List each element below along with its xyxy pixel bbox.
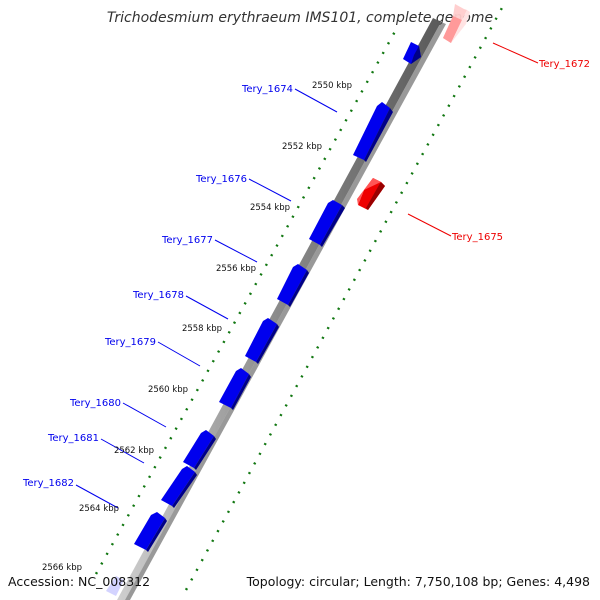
gene-tery-1676[interactable] <box>309 200 345 247</box>
leader-tery-1678 <box>185 295 229 320</box>
gene-tery-1675[interactable] <box>357 178 385 210</box>
leader-tery-1676 <box>248 178 292 202</box>
tick-label: 2554 kbp <box>250 203 290 213</box>
gene-tery-1677[interactable] <box>277 264 309 307</box>
gene-tery-1678[interactable] <box>245 318 279 364</box>
leader-tery-1681 <box>100 438 145 464</box>
leader-tery-1677 <box>214 239 258 263</box>
tick-label: 2552 kbp <box>282 142 322 152</box>
leader-tery-1682 <box>75 484 119 509</box>
tick-label: 2550 kbp <box>312 81 352 91</box>
leader-tery-1674 <box>294 88 338 113</box>
tick-label: 2558 kbp <box>182 324 222 334</box>
forward-genes <box>106 42 421 596</box>
tick-label: 2562 kbp <box>114 446 154 456</box>
gene-tery-1682[interactable] <box>134 512 167 552</box>
gene-tery-1680[interactable] <box>183 430 216 470</box>
gene-label-tery-1680[interactable]: Tery_1680 <box>69 398 121 409</box>
gene-labels: Tery_1672 Tery_1674 Tery_1675 Tery_1676 … <box>22 59 590 489</box>
gene-label-tery-1674[interactable]: Tery_1674 <box>241 84 293 95</box>
map-title: Trichodesmium erythraeum IMS101, complet… <box>107 10 493 26</box>
gene-tery-1673[interactable] <box>403 42 421 64</box>
topology-text: Topology: circular; Length: 7,750,108 bp… <box>246 574 590 589</box>
tick-label: 2566 kbp <box>42 563 82 573</box>
gene-label-tery-1682[interactable]: Tery_1682 <box>22 478 74 489</box>
gene-label-tery-1672[interactable]: Tery_1672 <box>538 59 590 70</box>
gene-label-tery-1678[interactable]: Tery_1678 <box>132 290 184 301</box>
gene-label-tery-1677[interactable]: Tery_1677 <box>161 235 213 246</box>
gene-tery-1672[interactable] <box>443 4 470 43</box>
leader-tery-1675 <box>407 213 452 237</box>
gene-tery-1679[interactable] <box>219 368 251 410</box>
gene-tery-1681[interactable] <box>161 466 197 508</box>
gene-tery-1674[interactable] <box>353 102 393 162</box>
gene-label-tery-1679[interactable]: Tery_1679 <box>104 337 156 348</box>
gene-label-tery-1676[interactable]: Tery_1676 <box>195 174 247 185</box>
tick-label: 2560 kbp <box>148 385 188 395</box>
tick-label: 2564 kbp <box>79 504 119 514</box>
gene-label-tery-1675[interactable]: Tery_1675 <box>451 232 503 243</box>
tick-label: 2556 kbp <box>216 264 256 274</box>
gene-label-tery-1681[interactable]: Tery_1681 <box>47 433 99 444</box>
accession-text: Accession: NC_008312 <box>8 574 150 589</box>
leader-tery-1679 <box>157 341 201 367</box>
genome-backbone <box>117 18 441 600</box>
genome-backbone-shadow <box>125 22 446 600</box>
tick-track-outer <box>184 5 505 591</box>
leader-tery-1680 <box>122 402 167 428</box>
gene-leader-lines <box>75 42 539 509</box>
leader-tery-1672 <box>492 42 539 64</box>
gene-partial-bottom[interactable] <box>106 576 124 596</box>
tick-labels: 2550 kbp 2552 kbp 2554 kbp 2556 kbp 2558… <box>42 81 352 573</box>
